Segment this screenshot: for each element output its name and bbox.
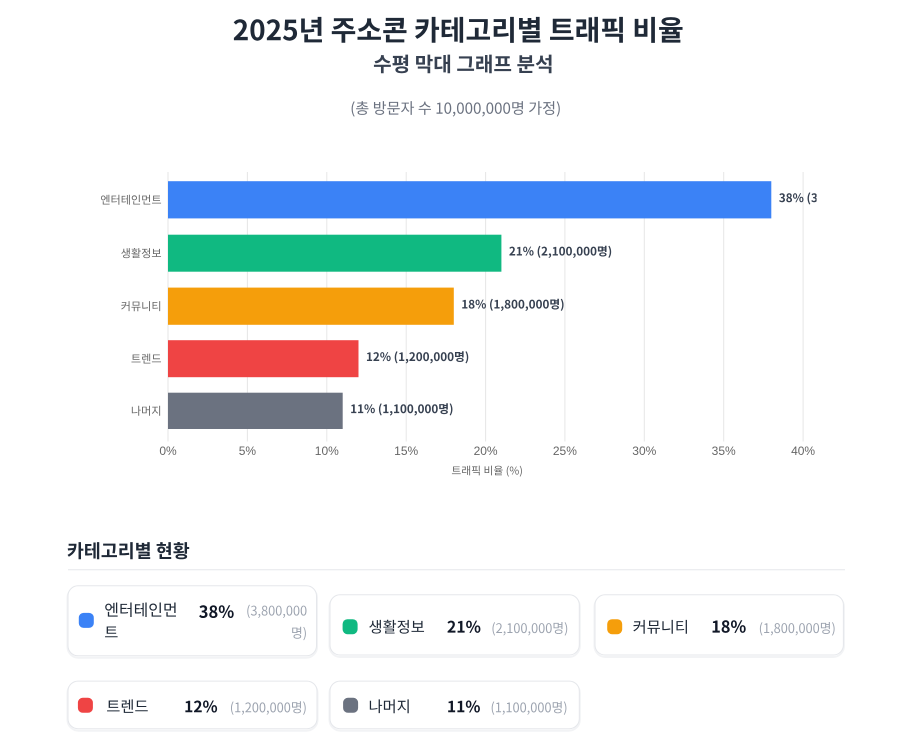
svg-text:15%: 15% [394,444,418,458]
svg-text:40%: 40% [791,444,815,458]
svg-text:20%: 20% [474,444,498,458]
svg-text:5%: 5% [239,444,257,458]
svg-text:25%: 25% [553,444,577,458]
svg-text:0%: 0% [159,444,177,458]
svg-text:35%: 35% [712,444,736,458]
svg-text:30%: 30% [632,444,656,458]
svg-text:10%: 10% [315,444,339,458]
